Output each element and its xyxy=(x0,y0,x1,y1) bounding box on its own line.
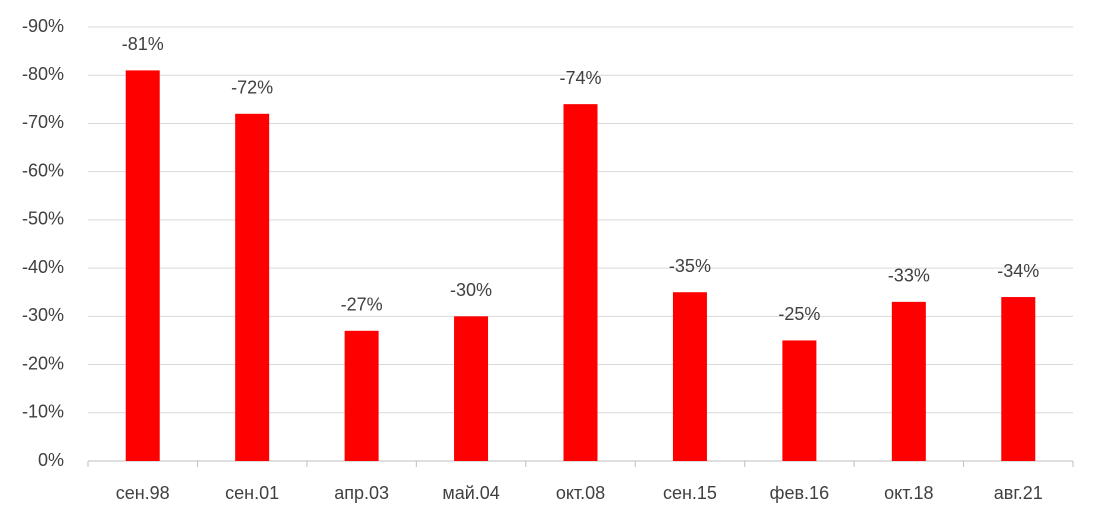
x-tick-label: май.04 xyxy=(442,483,499,503)
y-tick-label: -90% xyxy=(22,16,64,36)
value-label: -34% xyxy=(997,261,1039,281)
y-tick-label: -10% xyxy=(22,402,64,422)
bar xyxy=(891,301,926,461)
bar xyxy=(344,330,379,461)
bar xyxy=(1001,297,1036,461)
bar xyxy=(454,316,489,461)
x-tick-label: фев.16 xyxy=(770,483,829,503)
value-label: -35% xyxy=(669,256,711,276)
x-tick-label: окт.08 xyxy=(556,483,605,503)
value-label: -25% xyxy=(778,304,820,324)
x-tick-label: авг.21 xyxy=(994,483,1043,503)
bar xyxy=(563,104,598,462)
y-tick-label: -40% xyxy=(22,257,64,277)
x-tick-label: сен.15 xyxy=(663,483,717,503)
y-tick-label: -30% xyxy=(22,305,64,325)
y-tick-label: 0% xyxy=(38,450,64,470)
value-label: -74% xyxy=(559,68,601,88)
y-tick-label: -20% xyxy=(22,353,64,373)
bar xyxy=(672,292,707,461)
x-tick-label: сен.01 xyxy=(225,483,279,503)
y-tick-label: -50% xyxy=(22,209,64,229)
value-label: -33% xyxy=(888,266,930,286)
value-label: -30% xyxy=(450,280,492,300)
x-tick-label: окт.18 xyxy=(884,483,933,503)
bar xyxy=(125,70,160,462)
value-label: -27% xyxy=(341,295,383,315)
y-tick-label: -80% xyxy=(22,64,64,84)
bar xyxy=(235,113,270,462)
x-tick-label: сен.98 xyxy=(116,483,170,503)
y-tick-label: -60% xyxy=(22,160,64,180)
value-label: -72% xyxy=(231,78,273,98)
y-tick-label: -70% xyxy=(22,112,64,132)
value-label: -81% xyxy=(122,34,164,54)
bar xyxy=(782,340,817,461)
x-tick-label: апр.03 xyxy=(334,483,389,503)
